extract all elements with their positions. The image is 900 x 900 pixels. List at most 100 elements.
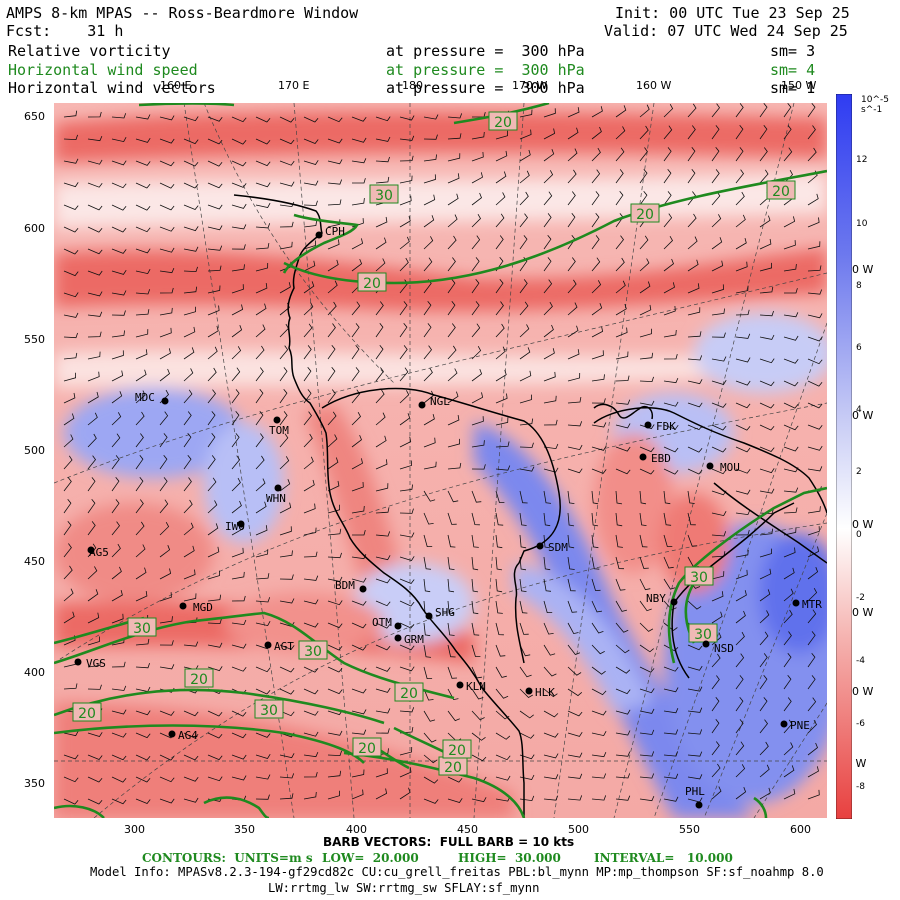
wind-barb bbox=[519, 512, 527, 526]
wind-barb bbox=[711, 169, 720, 184]
wind-barb bbox=[352, 178, 366, 184]
wind-barb bbox=[639, 795, 655, 802]
wind-barb bbox=[303, 411, 313, 426]
wind-barb bbox=[183, 545, 195, 558]
wind-barb bbox=[231, 304, 244, 316]
wind-barb bbox=[279, 345, 289, 360]
wind-barb bbox=[255, 478, 266, 492]
wind-barb bbox=[447, 622, 455, 636]
wind-barb bbox=[327, 259, 339, 272]
wind-barb bbox=[159, 247, 175, 253]
wind-barb bbox=[351, 434, 362, 448]
wind-barb bbox=[567, 795, 583, 801]
wind-barb bbox=[615, 105, 627, 118]
wind-barb bbox=[303, 281, 315, 294]
wind-barb bbox=[399, 390, 410, 404]
wind-barb bbox=[663, 796, 679, 802]
station-marker bbox=[644, 421, 652, 429]
wind-barb bbox=[615, 257, 625, 272]
wind-barb bbox=[327, 367, 336, 382]
wind-barb bbox=[519, 109, 533, 118]
wind-barb bbox=[111, 160, 127, 166]
wind-barb bbox=[783, 675, 792, 690]
wind-barb bbox=[327, 239, 340, 250]
wind-barb bbox=[807, 402, 823, 409]
wind-barb bbox=[183, 710, 199, 717]
wind-barb bbox=[351, 688, 367, 694]
wind-barb bbox=[255, 753, 271, 759]
wind-barb bbox=[495, 235, 504, 250]
wind-barb bbox=[207, 182, 223, 189]
wind-barb bbox=[207, 305, 220, 316]
wind-barb bbox=[159, 776, 175, 783]
wind-barb bbox=[615, 512, 623, 527]
wind-barb bbox=[495, 775, 511, 781]
wind-barb bbox=[207, 225, 223, 231]
wind-barb bbox=[207, 116, 223, 122]
wind-barb bbox=[111, 732, 127, 738]
wind-barb bbox=[495, 323, 505, 338]
wind-barb bbox=[543, 774, 559, 780]
wind-barb bbox=[615, 773, 631, 779]
wind-barb bbox=[159, 664, 175, 670]
wind-barb bbox=[303, 710, 319, 716]
wind-barb bbox=[111, 182, 127, 189]
wind-barb bbox=[639, 446, 655, 453]
wind-barb bbox=[159, 433, 168, 448]
wind-barb bbox=[159, 287, 174, 294]
wind-barb bbox=[759, 631, 769, 646]
wind-barb bbox=[807, 147, 817, 162]
wind-barb bbox=[615, 688, 631, 695]
wind-barb bbox=[735, 764, 746, 778]
wind-barb bbox=[543, 371, 556, 382]
wind-barb bbox=[63, 110, 78, 118]
wind-barb bbox=[759, 741, 769, 756]
wind-barb bbox=[111, 455, 120, 470]
wind-barb bbox=[231, 619, 247, 626]
wind-barb bbox=[519, 644, 531, 657]
wind-barb bbox=[351, 367, 360, 382]
station-marker bbox=[425, 612, 433, 620]
wind-barb bbox=[207, 138, 223, 145]
wind-barb bbox=[687, 402, 703, 408]
wind-barb bbox=[567, 213, 576, 228]
wind-barb bbox=[423, 622, 431, 637]
wind-barb bbox=[351, 323, 360, 338]
wind-barb bbox=[495, 556, 503, 571]
wind-barb bbox=[519, 370, 532, 382]
wind-barb bbox=[663, 213, 673, 228]
wind-barb bbox=[63, 754, 79, 760]
wind-barb bbox=[567, 468, 583, 474]
wind-barb bbox=[687, 468, 703, 475]
wind-barb bbox=[615, 169, 624, 184]
forecast-hour: Fcst: 31 h bbox=[6, 22, 124, 40]
wind-barb bbox=[615, 795, 631, 801]
station-label: SDM bbox=[548, 541, 568, 554]
wind-barb bbox=[183, 522, 194, 536]
wind-barb bbox=[399, 257, 409, 272]
wind-barb bbox=[255, 223, 271, 229]
wind-barb bbox=[111, 310, 126, 316]
wind-barb bbox=[783, 170, 793, 184]
wind-barb bbox=[207, 346, 218, 360]
wind-barb bbox=[711, 424, 727, 431]
wind-barb bbox=[135, 567, 147, 580]
wind-barb bbox=[207, 285, 221, 294]
wind-barb bbox=[327, 323, 336, 338]
wind-barb bbox=[663, 622, 678, 632]
station-marker bbox=[161, 397, 169, 405]
colorbar-tick: -8 bbox=[856, 782, 865, 792]
wind-barb bbox=[423, 754, 438, 764]
wind-barb bbox=[159, 455, 168, 470]
field-3-level: at pressure = 300 hPa bbox=[386, 79, 585, 97]
wind-barb bbox=[711, 356, 727, 362]
wind-barb bbox=[687, 191, 696, 206]
wind-barb bbox=[375, 301, 384, 316]
wind-barb bbox=[807, 653, 816, 668]
wind-barb bbox=[423, 194, 436, 206]
wind-barb bbox=[783, 527, 797, 536]
wind-barb bbox=[351, 412, 361, 426]
station-label: FDK bbox=[656, 420, 676, 433]
wind-barb bbox=[759, 147, 768, 162]
wind-barb bbox=[519, 324, 530, 338]
